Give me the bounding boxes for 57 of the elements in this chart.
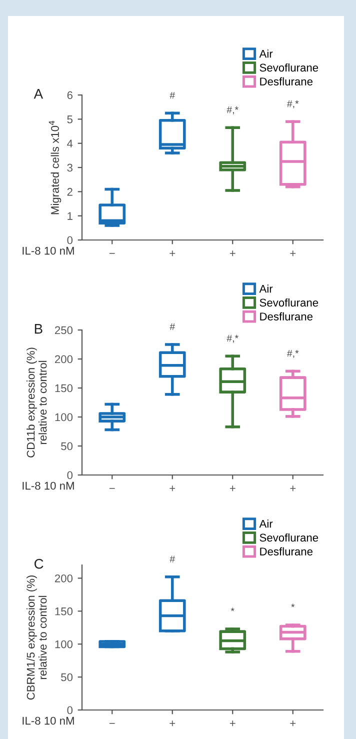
y-tick-label: 50 xyxy=(61,673,73,682)
y-tick-label: 100 xyxy=(55,640,73,648)
y-tick-label: 1 xyxy=(68,212,72,220)
y-axis-title: CBRM1/5 expression (%) relative to control xyxy=(26,576,47,700)
legend-label: Desflurane xyxy=(260,312,312,320)
legend-label: Desflurane xyxy=(260,547,312,556)
y-tick-label: 0 xyxy=(67,236,73,244)
x-axis-title: IL-8 10 nM xyxy=(22,482,74,490)
y-tick-label: 5 xyxy=(67,116,73,124)
text: # xyxy=(170,556,176,562)
x-tick-label: + xyxy=(290,250,296,256)
annotation: * xyxy=(291,604,295,608)
y-axis-title: CD11b expression (%) relative to control xyxy=(26,348,47,458)
x-tick-label: − xyxy=(109,722,115,724)
annotation: #,* xyxy=(226,106,238,114)
y-tick-label: 250 xyxy=(54,326,73,334)
y-tick-label: 150 xyxy=(55,607,73,616)
legend-label: Air xyxy=(259,284,273,293)
x-tick-label: + xyxy=(230,250,236,256)
x-tick-label: + xyxy=(230,720,236,726)
x-tick-label: + xyxy=(170,720,176,726)
annotation: #,* xyxy=(286,100,299,108)
x-tick-label: + xyxy=(170,250,176,256)
legend-label: Sevoflurane xyxy=(260,298,318,307)
x-tick-label: + xyxy=(170,486,176,492)
x-tick-label: + xyxy=(290,486,296,492)
y-tick-label: 200 xyxy=(54,355,73,364)
legend-label: Air xyxy=(259,50,273,58)
y-tick-label: 150 xyxy=(55,384,73,392)
y-tick-label: 6 xyxy=(67,91,72,100)
y-tick-label: 200 xyxy=(54,574,73,582)
legend-label: Sevoflurane xyxy=(260,533,318,542)
annotation: # xyxy=(170,92,176,99)
x-axis-title: IL-8 10 nM xyxy=(22,716,74,725)
y-tick-label: 0 xyxy=(67,706,73,714)
y-axis-title: Migrated cells x10$^{4}$ xyxy=(48,120,62,214)
legend-label: Sevoflurane xyxy=(260,63,318,72)
x-tick-label: + xyxy=(290,720,296,726)
x-tick-label: − xyxy=(109,252,115,254)
y-tick-label: 3 xyxy=(67,164,72,172)
y-tick-label: 0 xyxy=(67,471,73,480)
y-tick-label: 100 xyxy=(55,413,73,422)
x-tick-label: − xyxy=(109,488,115,489)
text: # xyxy=(170,323,176,330)
chart-title: C xyxy=(34,558,44,569)
x-axis-title: IL-8 10 nM xyxy=(22,246,74,255)
legend-label: Desflurane xyxy=(260,77,312,86)
annotation: * xyxy=(230,608,234,612)
y-tick-label: 50 xyxy=(61,442,73,450)
y-tick-label: 4 xyxy=(67,140,73,148)
annotation: #,* xyxy=(286,350,299,358)
chart-title: B xyxy=(34,324,42,334)
legend-label: Air xyxy=(259,520,273,528)
annotation: #,* xyxy=(226,334,238,343)
chart-title: A xyxy=(34,89,44,99)
x-tick-label: + xyxy=(230,486,236,492)
y-tick-label: 2 xyxy=(67,188,72,196)
